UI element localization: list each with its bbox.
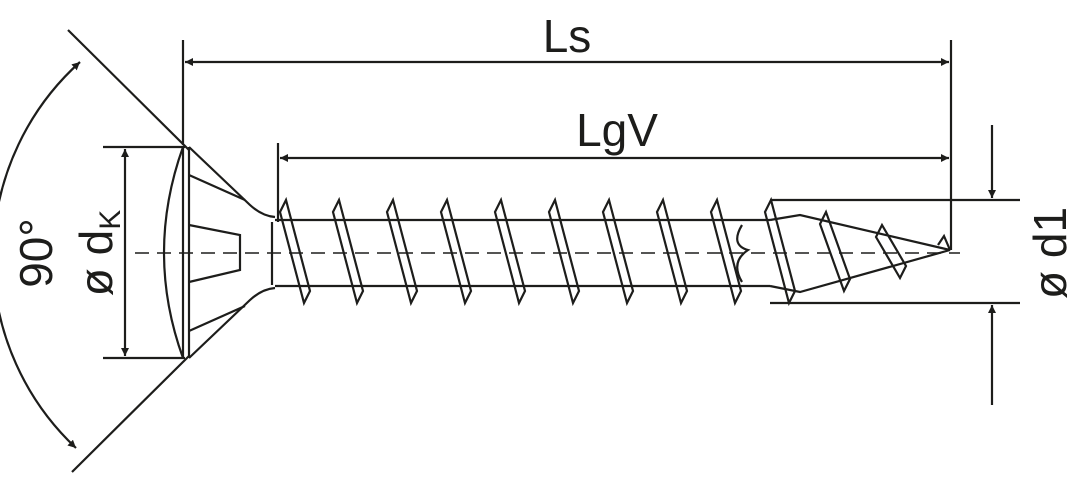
thread-flight: [493, 196, 527, 307]
thread-tip: [937, 233, 952, 251]
head-diameter-subscript: K: [94, 210, 127, 230]
ls-label: Ls: [543, 10, 592, 62]
thread-flight: [601, 196, 635, 307]
d1-dimension: [770, 125, 1020, 405]
head-diameter-label: ø dK: [70, 210, 127, 296]
screw-head: [162, 146, 276, 359]
thread-flight: [874, 222, 908, 281]
head-diameter-symbol: ø d: [70, 230, 122, 296]
thread-flights: [278, 196, 952, 307]
head-angle-dimension: [0, 29, 190, 473]
thread-flight: [278, 196, 312, 307]
thread-flight: [763, 196, 797, 307]
lgv-dimension: [276, 143, 949, 222]
lgv-label: LgV: [576, 104, 658, 156]
thread-flight: [547, 196, 581, 307]
thread-flight: [331, 196, 365, 307]
ls-dimension: [181, 40, 953, 250]
dk-dimension: [103, 145, 185, 360]
thread-flight: [818, 209, 852, 294]
thread-diameter-label: ø d1: [1024, 207, 1076, 299]
head-angle-label: 90°: [10, 218, 62, 288]
thread-flight: [655, 196, 689, 307]
thread-flight: [385, 196, 419, 307]
thread-flight: [439, 196, 473, 307]
thread-flight: [709, 196, 743, 307]
